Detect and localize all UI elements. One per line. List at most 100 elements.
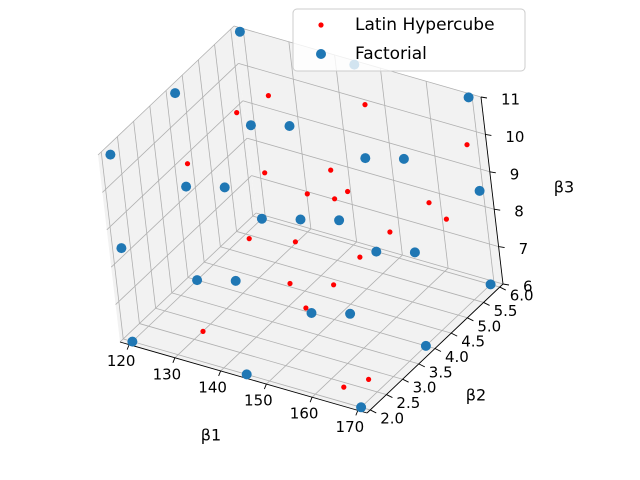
latin-hypercube-point xyxy=(387,229,393,235)
latin-hypercube-point xyxy=(331,282,337,288)
z-tick-mark xyxy=(502,283,510,286)
data-points xyxy=(105,26,496,413)
x-tick-mark xyxy=(126,344,130,350)
factorial-point xyxy=(306,308,317,318)
y-tick-mark xyxy=(467,317,474,322)
grid-line-x-back xyxy=(288,41,312,229)
grid-line-y-left xyxy=(133,121,157,309)
grid-line-y-floor xyxy=(155,307,403,380)
legend-label-latin-hypercube: Latin Hypercube xyxy=(355,15,495,35)
z-tick-mark xyxy=(489,171,496,174)
grid-line-y-left xyxy=(181,75,205,263)
factorial-point xyxy=(474,185,485,196)
grid-line-z-back xyxy=(238,63,486,135)
grid-line-x-back xyxy=(334,54,358,242)
legend-marker-factorial xyxy=(316,49,326,59)
grid-line-x-back xyxy=(379,68,403,256)
latin-hypercube-point xyxy=(443,216,449,222)
latin-hypercube-point xyxy=(184,161,191,167)
factorial-point xyxy=(334,215,345,226)
x-tick-mark xyxy=(218,370,222,377)
latin-hypercube-point xyxy=(366,376,372,382)
factorial-point xyxy=(371,246,382,257)
latin-hypercube-point xyxy=(332,196,338,202)
z-axis-line xyxy=(480,96,504,285)
y-tick-mark xyxy=(418,363,426,368)
z-tick-label: 11 xyxy=(501,91,520,109)
factorial-point xyxy=(356,402,367,413)
y-tick-label: 2.5 xyxy=(396,394,420,412)
factorial-point xyxy=(345,308,356,319)
x-tick-mark xyxy=(172,357,176,363)
factorial-point xyxy=(234,26,245,37)
x-tick-label: 160 xyxy=(290,405,319,423)
grid-line-z-back xyxy=(242,100,490,173)
factorial-point xyxy=(219,182,230,193)
x-tick-mark xyxy=(355,410,359,416)
grid-line-y-floor xyxy=(171,292,419,365)
latin-hypercube-point xyxy=(328,167,334,173)
factorial-point xyxy=(181,181,192,192)
y-tick-label: 3.0 xyxy=(413,379,437,397)
y-tick-mark xyxy=(402,378,409,383)
y-tick-label: 5.0 xyxy=(477,317,501,335)
latin-hypercube-point xyxy=(246,236,252,242)
grid-line-y-left xyxy=(100,151,124,339)
x-tick-label: 130 xyxy=(153,365,182,383)
y-tick-label: 5.5 xyxy=(494,302,518,320)
latin-hypercube-point xyxy=(287,280,293,287)
x-tick-mark xyxy=(263,383,267,390)
grid-line-y-floor xyxy=(220,246,468,319)
y-tick-mark xyxy=(434,348,442,352)
factorial-point xyxy=(256,213,267,224)
grid-line-x-back xyxy=(425,81,449,269)
y-tick-label: 6.0 xyxy=(510,287,534,305)
latin-hypercube-point xyxy=(345,188,351,195)
y-axis-label: β2 xyxy=(466,386,486,405)
y-tick-label: 2.0 xyxy=(380,409,404,427)
factorial-point xyxy=(230,275,241,286)
latin-hypercube-point xyxy=(292,239,298,245)
factorial-point xyxy=(485,279,496,290)
factorial-point xyxy=(463,92,474,103)
z-tick-label: 9 xyxy=(510,165,520,183)
x-axis-label: β1 xyxy=(201,426,221,445)
y-tick-label: 4.5 xyxy=(461,333,485,351)
grid-line-z-back xyxy=(251,175,499,247)
grid-line-z-left xyxy=(106,100,244,231)
z-tick-label: 8 xyxy=(514,203,524,221)
x-tick-label: 170 xyxy=(336,418,365,436)
latin-hypercube-point xyxy=(464,142,470,148)
legend-marker-latin-hypercube xyxy=(318,22,324,28)
factorial-point xyxy=(360,153,371,164)
grid-line-y-floor xyxy=(236,231,484,303)
x-tick-label: 140 xyxy=(198,378,227,396)
factorial-point xyxy=(105,149,116,160)
z-tick-mark xyxy=(498,246,505,249)
y-tick-label: 4.0 xyxy=(445,348,469,366)
grid-line-y-left xyxy=(165,90,189,278)
grid-line-y-floor xyxy=(204,261,452,334)
z-axis-label: β3 xyxy=(554,178,574,197)
factorial-point xyxy=(127,336,138,347)
latin-hypercube-point xyxy=(200,328,206,334)
grid-line-y-left xyxy=(149,105,173,293)
latin-hypercube-point xyxy=(262,170,268,176)
factorial-point xyxy=(284,121,295,131)
latin-hypercube-point xyxy=(341,384,347,390)
x-tick-label: 150 xyxy=(244,392,273,410)
y-tick-mark xyxy=(386,394,393,398)
grid-line-y-left xyxy=(230,29,254,217)
factorial-point xyxy=(192,275,203,286)
factorial-point xyxy=(295,214,306,225)
grid-line-z-left xyxy=(102,63,239,193)
factorial-point xyxy=(420,340,431,351)
z-tick-label: 7 xyxy=(519,240,529,258)
y-tick-mark xyxy=(483,302,490,306)
latin-hypercube-point xyxy=(426,200,432,206)
grid-line-z-left xyxy=(115,175,252,305)
grid-line-y-left xyxy=(117,136,140,324)
latin-hypercube-point xyxy=(304,191,310,197)
factorial-point xyxy=(241,369,252,380)
